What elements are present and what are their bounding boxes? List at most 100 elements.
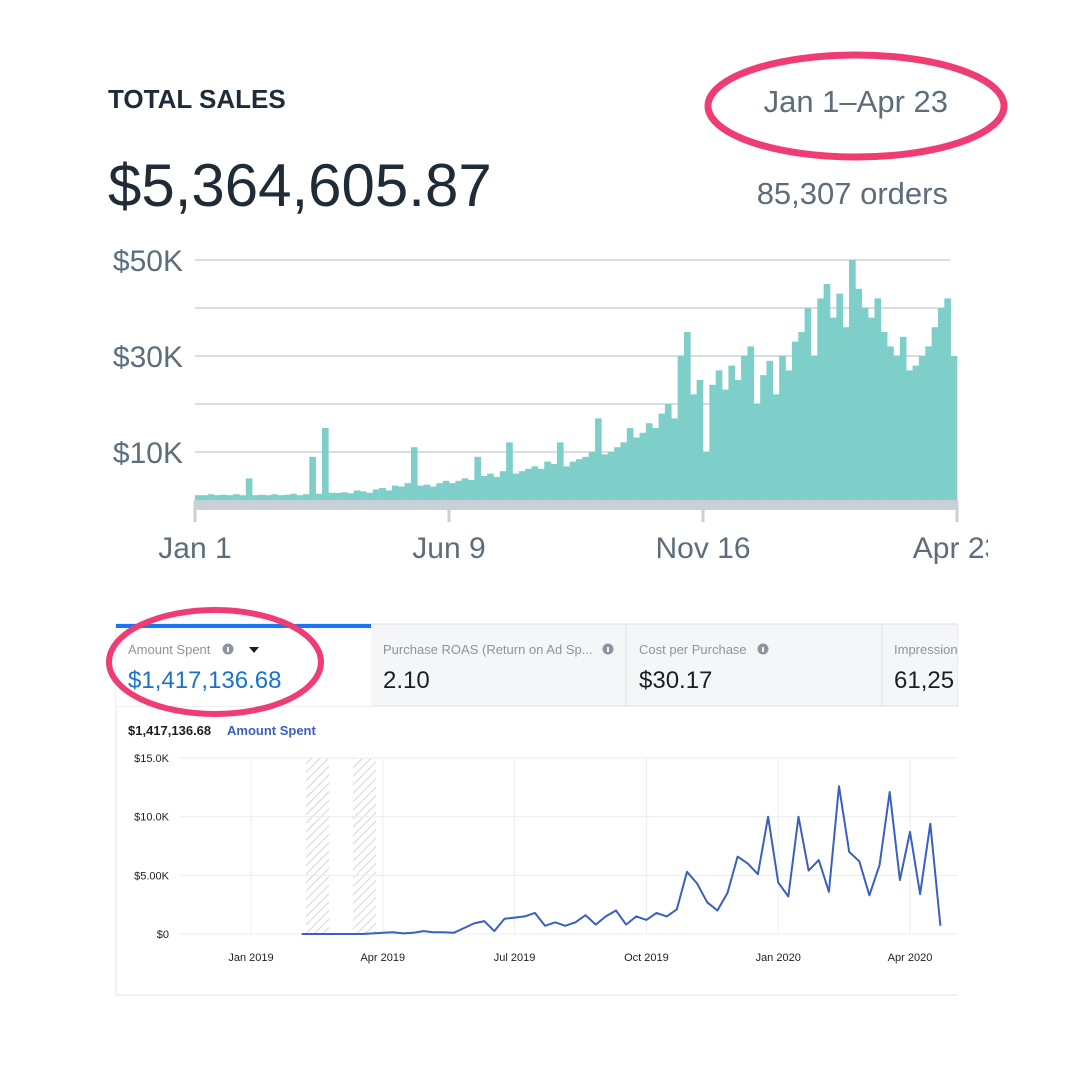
bar	[220, 494, 228, 500]
x-tick-label: Jan 1	[158, 532, 231, 565]
x-tick-label: Jul 2019	[494, 952, 536, 964]
bar	[861, 308, 869, 500]
bar	[550, 464, 558, 500]
highlight-circle	[704, 51, 1008, 161]
no-data-region	[353, 758, 376, 934]
bar	[563, 466, 570, 500]
bar	[880, 332, 888, 500]
bar	[537, 468, 545, 500]
bar	[639, 432, 647, 500]
bar	[264, 495, 272, 500]
bar	[652, 428, 659, 500]
bar	[664, 404, 672, 500]
bar	[468, 479, 475, 500]
y-tick-label: $10K	[113, 437, 183, 470]
bar	[214, 495, 221, 500]
info-icon-mark	[762, 647, 764, 652]
bar	[410, 447, 418, 500]
bar	[855, 288, 863, 500]
bar	[899, 336, 907, 500]
bar	[576, 459, 583, 500]
sales-title: TOTAL SALES	[108, 84, 286, 114]
bar	[690, 394, 697, 500]
bar	[556, 442, 564, 500]
bar	[353, 490, 361, 500]
bar	[258, 494, 266, 500]
spend-chart: $0 $5.00K $10.0K $15.0K Jan 2019 Apr 2019 Jul …	[134, 753, 958, 964]
bar	[449, 483, 456, 500]
sales-chart: $10K $30K $50K Jan 1 Jun 9 Nov 16 Apr 23	[113, 245, 988, 565]
bar	[836, 293, 843, 500]
x-tick-label: Apr 2019	[360, 952, 405, 964]
bar	[499, 471, 507, 500]
no-data-region	[306, 758, 329, 934]
bar	[849, 260, 856, 500]
bar	[302, 494, 310, 500]
bar	[271, 494, 278, 500]
bar	[385, 490, 393, 500]
bar	[512, 473, 520, 500]
bar	[893, 356, 901, 500]
tab-active-bg	[116, 624, 371, 706]
info-icon-mark	[607, 647, 609, 652]
tab-label: Cost per Purchase	[639, 642, 747, 657]
bar	[601, 454, 609, 500]
tab-value: $1,417,136.68	[128, 667, 281, 694]
bar	[404, 483, 412, 500]
metric-tabs: Amount Spent $1,417,136.68 Purchase ROAS (…	[115, 623, 958, 707]
bar	[626, 428, 634, 500]
bar	[347, 493, 355, 500]
bar	[772, 394, 780, 500]
bar	[290, 493, 297, 500]
y-tick-label: $0	[157, 929, 169, 941]
bar	[906, 370, 913, 500]
bar	[912, 365, 920, 500]
y-tick-label: $30K	[113, 341, 183, 374]
bar	[842, 327, 850, 500]
bar	[760, 375, 767, 500]
sales-total: $5,364,605.87	[108, 152, 492, 219]
x-tick-label: Jun 9	[412, 532, 485, 565]
legend-label: Amount Spent	[227, 723, 316, 738]
x-axis-band	[195, 500, 957, 510]
bar	[207, 494, 215, 500]
bar	[823, 284, 831, 500]
orders-count: 85,307 orders	[757, 176, 948, 211]
bar	[614, 447, 621, 500]
bar	[360, 491, 367, 500]
y-tick-label: $15.0K	[134, 753, 170, 765]
bar	[461, 478, 469, 500]
x-tick-label: Apr 2020	[888, 952, 933, 964]
bar	[195, 495, 202, 500]
bar	[334, 492, 342, 500]
bar	[201, 495, 208, 500]
bar	[734, 380, 742, 500]
bar	[620, 442, 628, 500]
bar	[309, 456, 316, 500]
bar	[645, 423, 653, 500]
bar	[607, 452, 615, 500]
bar	[868, 317, 875, 500]
dropdown-arrow[interactable]	[249, 647, 259, 653]
bar	[341, 492, 348, 500]
bar	[442, 480, 450, 500]
tab-value: 61,25	[894, 667, 954, 694]
bar	[715, 370, 723, 500]
bar	[747, 346, 755, 500]
bar	[944, 298, 951, 500]
bar	[398, 486, 405, 500]
bar	[487, 473, 494, 500]
bar	[766, 360, 774, 500]
bar	[252, 495, 259, 500]
bar	[779, 356, 786, 500]
bar	[798, 332, 805, 500]
bar	[429, 486, 437, 500]
bar	[328, 492, 335, 500]
bar	[391, 485, 399, 500]
y-tick-label: $50K	[113, 245, 183, 278]
bar	[633, 437, 640, 500]
bar	[379, 488, 386, 500]
bar	[658, 413, 666, 500]
bar	[950, 356, 958, 500]
